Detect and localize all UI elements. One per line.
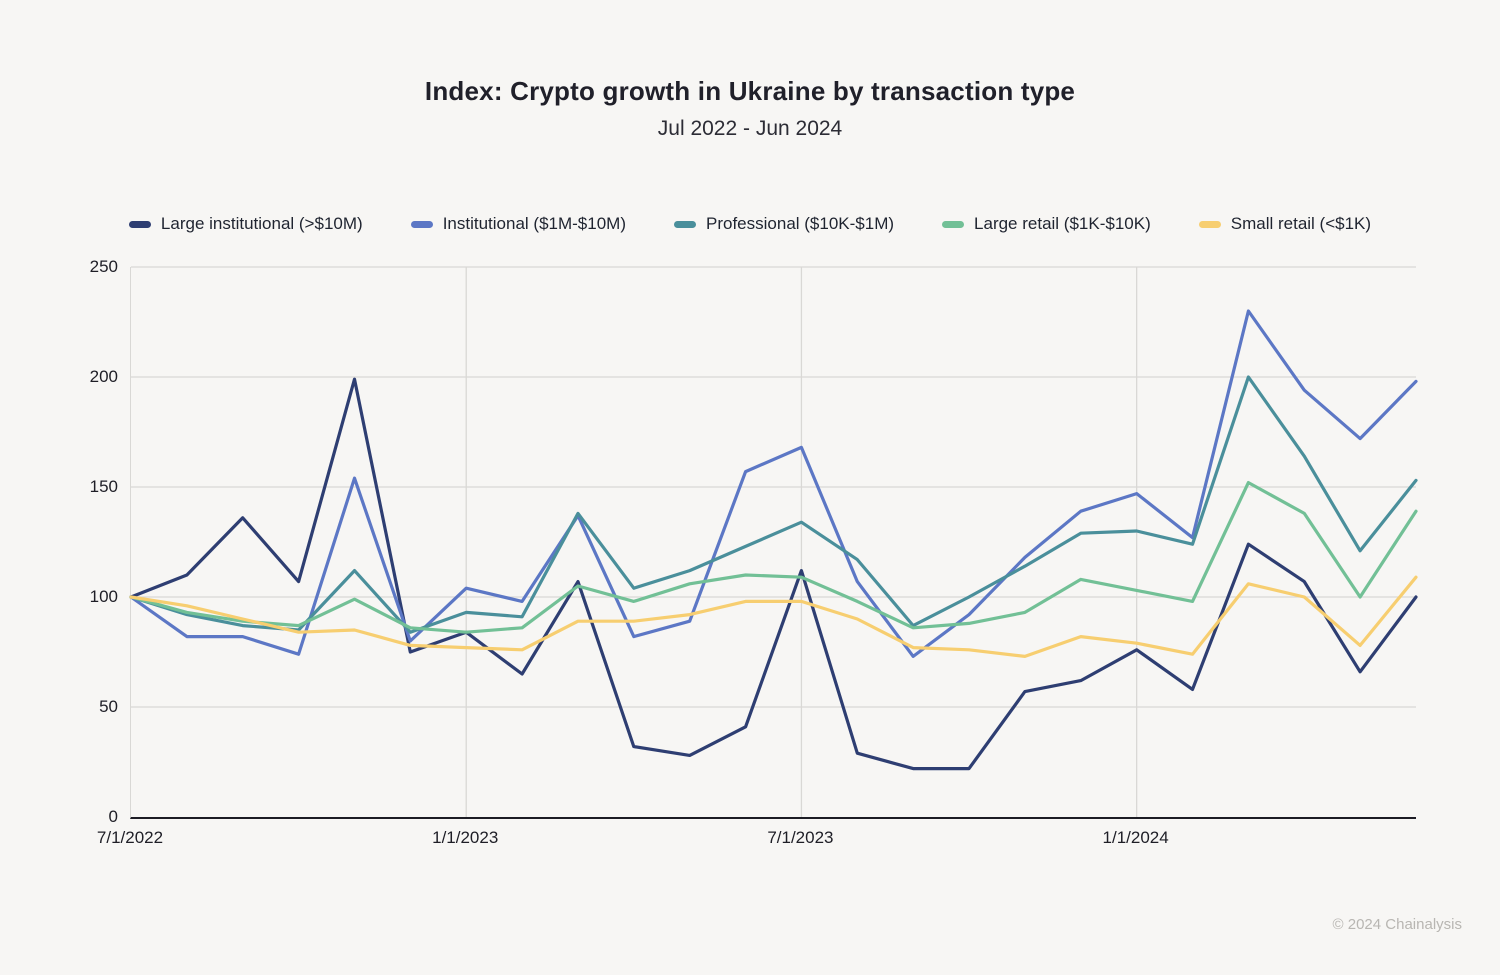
- legend-item-small-retail[interactable]: Small retail (<$1K): [1198, 214, 1372, 234]
- x-axis-tick-label: 1/1/2024: [1102, 828, 1169, 847]
- x-axis-tick-label: 7/1/2022: [96, 828, 164, 847]
- plot-area: [129, 266, 1418, 819]
- legend-swatch-professional: [674, 220, 696, 228]
- y-axis-tick-label: 250: [89, 257, 118, 276]
- y-axis-tick-label: 200: [89, 367, 118, 386]
- copyright-footer: © 2024 Chainalysis: [1332, 916, 1462, 933]
- y-axis-tick-label: 100: [89, 587, 118, 606]
- legend-label: Large institutional (>$10M): [160, 214, 363, 233]
- chart-svg: [129, 266, 1418, 817]
- x-axis-tick-label: 1/1/2023: [432, 828, 499, 847]
- series-line-large-institutional: [129, 377, 1418, 771]
- y-axis-tick-label: 50: [99, 697, 118, 716]
- legend-swatch-large-retail: [942, 220, 965, 228]
- series-line-professional: [129, 375, 1418, 634]
- legend-label: Small retail (<$1K): [1230, 214, 1372, 233]
- legend-swatch-large-institutional: [128, 220, 151, 228]
- legend-label: Institutional ($1M-$10M): [442, 214, 626, 233]
- legend-swatch-small-retail: [1198, 220, 1221, 228]
- legend-label: Large retail ($1K-$10K): [974, 214, 1151, 233]
- legend-item-large-institutional[interactable]: Large institutional (>$10M): [128, 214, 363, 234]
- chart-legend: Large institutional (>$10M) Institutional…: [0, 214, 1500, 234]
- series-line-large-retail: [129, 481, 1418, 634]
- y-axis-tick-label: 150: [89, 477, 118, 496]
- legend-swatch-institutional: [410, 220, 433, 228]
- legend-item-institutional[interactable]: Institutional ($1M-$10M): [410, 214, 626, 234]
- legend-label: Professional ($10K-$1M): [706, 214, 895, 233]
- legend-item-professional[interactable]: Professional ($10K-$1M): [674, 214, 894, 234]
- page-subtitle: Jul 2022 - Jun 2024: [657, 117, 843, 140]
- page-title: Index: Crypto growth in Ukraine by trans…: [424, 76, 1076, 106]
- series-line-institutional: [129, 309, 1418, 658]
- x-axis-tick-label: 7/1/2023: [767, 828, 834, 847]
- series-line-small-retail: [129, 575, 1418, 658]
- legend-item-large-retail[interactable]: Large retail ($1K-$10K): [942, 214, 1151, 234]
- y-axis-tick-label: 0: [108, 807, 118, 826]
